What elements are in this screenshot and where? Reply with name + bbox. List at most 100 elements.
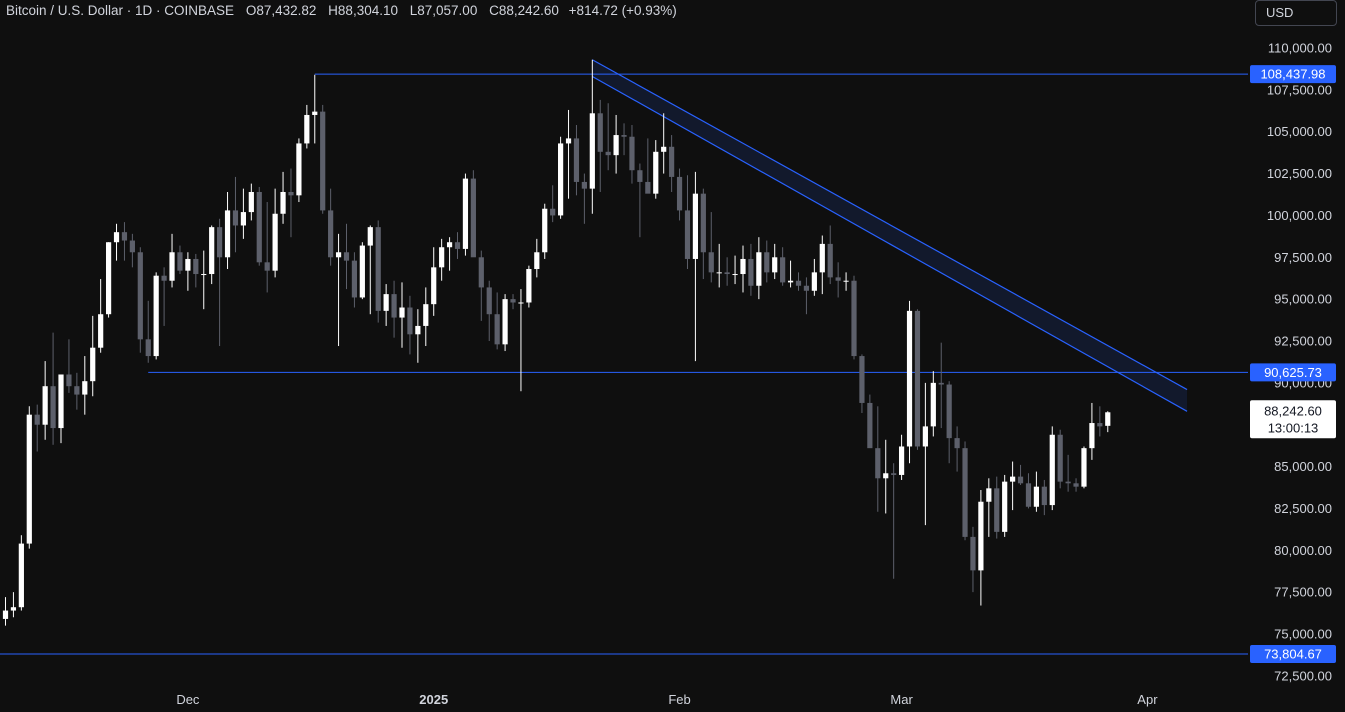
candle: [550, 185, 556, 223]
price-tick-label: 97,500.00: [1274, 250, 1332, 265]
close-value: 88,242.60: [498, 3, 559, 18]
candle: [819, 235, 825, 295]
candle: [272, 188, 278, 278]
price-axis[interactable]: 110,000.00 107,500.00 105,000.00 102,500.00…: [1267, 41, 1332, 684]
candle-body: [470, 178, 476, 258]
candle-body: [1033, 486, 1039, 507]
candle-body: [851, 280, 857, 357]
candle: [351, 252, 358, 308]
candle: [708, 212, 714, 283]
candle: [1097, 406, 1103, 437]
time-tick-label: Dec: [176, 692, 200, 707]
candle: [431, 247, 437, 316]
trend-channel[interactable]: [592, 59, 1188, 412]
candle-body: [50, 386, 56, 429]
candle-body: [661, 146, 667, 152]
candle-body: [787, 280, 794, 283]
candle: [343, 223, 350, 290]
candle: [478, 250, 484, 321]
candle: [827, 225, 833, 285]
candle-body: [169, 252, 175, 281]
candle: [58, 374, 64, 444]
candle-body: [835, 277, 841, 281]
price-tick-label: 110,000.00: [1268, 41, 1332, 56]
candle-body: [811, 272, 817, 291]
price-tick-label: 95,000.00: [1274, 292, 1332, 307]
candle-body: [1010, 476, 1016, 482]
candle: [383, 284, 389, 326]
candle-body: [613, 135, 619, 156]
candle: [137, 247, 143, 353]
candle-body: [129, 240, 135, 253]
candle-body: [121, 232, 128, 241]
candle: [922, 382, 928, 526]
candle-body: [454, 242, 461, 249]
candle: [724, 257, 730, 286]
candle: [240, 188, 246, 239]
candle: [399, 282, 405, 348]
candle-body: [359, 245, 365, 298]
candle: [1073, 478, 1079, 492]
candle: [605, 103, 611, 171]
candle-body: [82, 381, 88, 395]
candle: [1002, 474, 1008, 537]
price-tick-label: 77,500.00: [1274, 585, 1332, 600]
close-label: C: [489, 3, 499, 18]
candle: [407, 295, 413, 355]
price-tick-label: 85,000.00: [1274, 459, 1332, 474]
candle-body: [26, 414, 32, 544]
candle: [795, 272, 802, 291]
candle-body: [312, 111, 318, 115]
candle: [113, 223, 120, 261]
candle-body: [891, 473, 897, 475]
candle: [692, 171, 699, 362]
candle: [169, 233, 175, 288]
candle-body: [288, 191, 294, 196]
candle-body: [264, 262, 270, 271]
currency-button[interactable]: USD: [1255, 0, 1337, 26]
candle-body: [756, 252, 762, 286]
candle-body: [954, 438, 960, 449]
candle-body: [1002, 481, 1008, 532]
candle: [565, 109, 572, 199]
price-tick-label: 72,500.00: [1274, 668, 1332, 683]
candle-body: [272, 213, 278, 271]
candle: [756, 237, 762, 300]
candle-body: [518, 302, 524, 304]
change-value: +814.72 (+0.93%): [568, 3, 677, 18]
candle-body: [1105, 412, 1111, 426]
time-tick-label: Apr: [1137, 692, 1158, 707]
candle: [177, 245, 183, 275]
candle-body: [185, 258, 191, 271]
candle: [661, 113, 667, 174]
candle: [510, 294, 516, 310]
candle-body: [732, 274, 738, 276]
candle-body: [542, 208, 548, 253]
candle: [645, 138, 651, 194]
candle-body: [375, 227, 381, 311]
countdown-label: 13:00:13: [1268, 420, 1319, 435]
price-tick-label: 82,500.00: [1274, 501, 1332, 516]
symbol-title[interactable]: Bitcoin / U.S. Dollar · 1D · COINBASE: [6, 3, 235, 18]
candle-body: [137, 252, 143, 340]
high-label: H: [328, 3, 338, 18]
symbol-legend: Bitcoin / U.S. Dollar · 1D · COINBASE O8…: [6, 3, 677, 18]
candle: [700, 188, 706, 280]
candle-body: [597, 113, 603, 152]
candle: [526, 265, 532, 308]
candle-body: [510, 299, 516, 303]
candle-body: [161, 275, 167, 281]
candle: [10, 592, 17, 618]
candle: [1017, 464, 1024, 485]
candle: [42, 361, 48, 440]
candle-body: [716, 272, 722, 274]
candle-body: [637, 170, 643, 182]
candle: [486, 280, 492, 341]
low-label: L: [409, 3, 418, 18]
candle: [1010, 461, 1016, 511]
candle: [391, 280, 397, 338]
time-axis[interactable]: Dec 2025 Feb Mar Apr: [176, 692, 1158, 707]
candle-body: [296, 143, 302, 196]
candle: [835, 262, 841, 298]
